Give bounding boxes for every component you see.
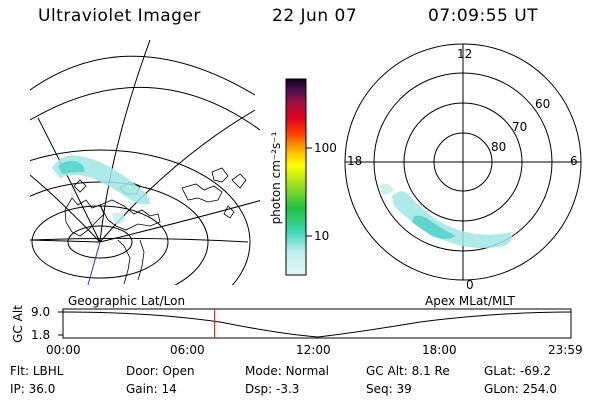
timeline-xtick: 12:00 bbox=[296, 343, 331, 357]
app-title: Ultraviolet Imager bbox=[38, 6, 201, 26]
meridian-line bbox=[87, 241, 101, 286]
geo-caption: Geographic Lat/Lon bbox=[68, 294, 186, 308]
mlt-label-6: 6 bbox=[570, 154, 578, 168]
colorbar-tick-label: 10 bbox=[314, 229, 330, 243]
mlat-label-60: 60 bbox=[535, 97, 551, 111]
colorbar-label: photon cm⁻²s⁻¹ bbox=[269, 131, 283, 225]
timeline-xtick: 00:00 bbox=[46, 343, 81, 357]
param-gain: Gain: 14 bbox=[126, 382, 177, 396]
geographic-map bbox=[30, 40, 260, 285]
aurora-geo bbox=[52, 155, 150, 225]
date-label: 22 Jun 07 bbox=[272, 6, 358, 26]
timeline-ylabel: GC Alt bbox=[11, 305, 25, 343]
apex-caption: Apex MLat/MLT bbox=[425, 294, 515, 308]
param-door: Door: Open bbox=[126, 364, 195, 378]
aurora-polar bbox=[380, 183, 512, 248]
param-dsp: Dsp: -3.3 bbox=[245, 382, 300, 396]
mlt-label-12: 12 bbox=[457, 47, 473, 61]
timeline-xtick: 23:59 bbox=[548, 343, 583, 357]
mlat-label-80: 80 bbox=[491, 140, 507, 154]
mlat-label-70: 70 bbox=[512, 120, 528, 134]
param-seq: Seq: 39 bbox=[366, 382, 412, 396]
param-filter: Flt: LBHL bbox=[10, 364, 64, 378]
polar-plot bbox=[344, 43, 582, 281]
timeline-plot bbox=[58, 308, 572, 339]
mlt-label-0: 0 bbox=[466, 278, 474, 292]
time-label: 07:09:55 UT bbox=[428, 6, 539, 26]
param-glat: GLat: -69.2 bbox=[484, 364, 551, 378]
param-mode: Mode: Normal bbox=[245, 364, 329, 378]
mlt-label-18: 18 bbox=[347, 154, 363, 168]
timeline-ytick-bottom: 1.8 bbox=[31, 328, 51, 342]
param-ip: IP: 36.0 bbox=[10, 382, 56, 396]
timeline-ytick-top: 9.0 bbox=[31, 305, 51, 319]
colorbar bbox=[285, 78, 307, 276]
colorbar-tick-label: 100 bbox=[314, 141, 337, 155]
timeline-xtick: 06:00 bbox=[170, 343, 205, 357]
param-gc-alt: GC Alt: 8.1 Re bbox=[366, 364, 450, 378]
param-glon: GLon: 254.0 bbox=[484, 382, 557, 396]
timeline-xtick: 18:00 bbox=[422, 343, 457, 357]
